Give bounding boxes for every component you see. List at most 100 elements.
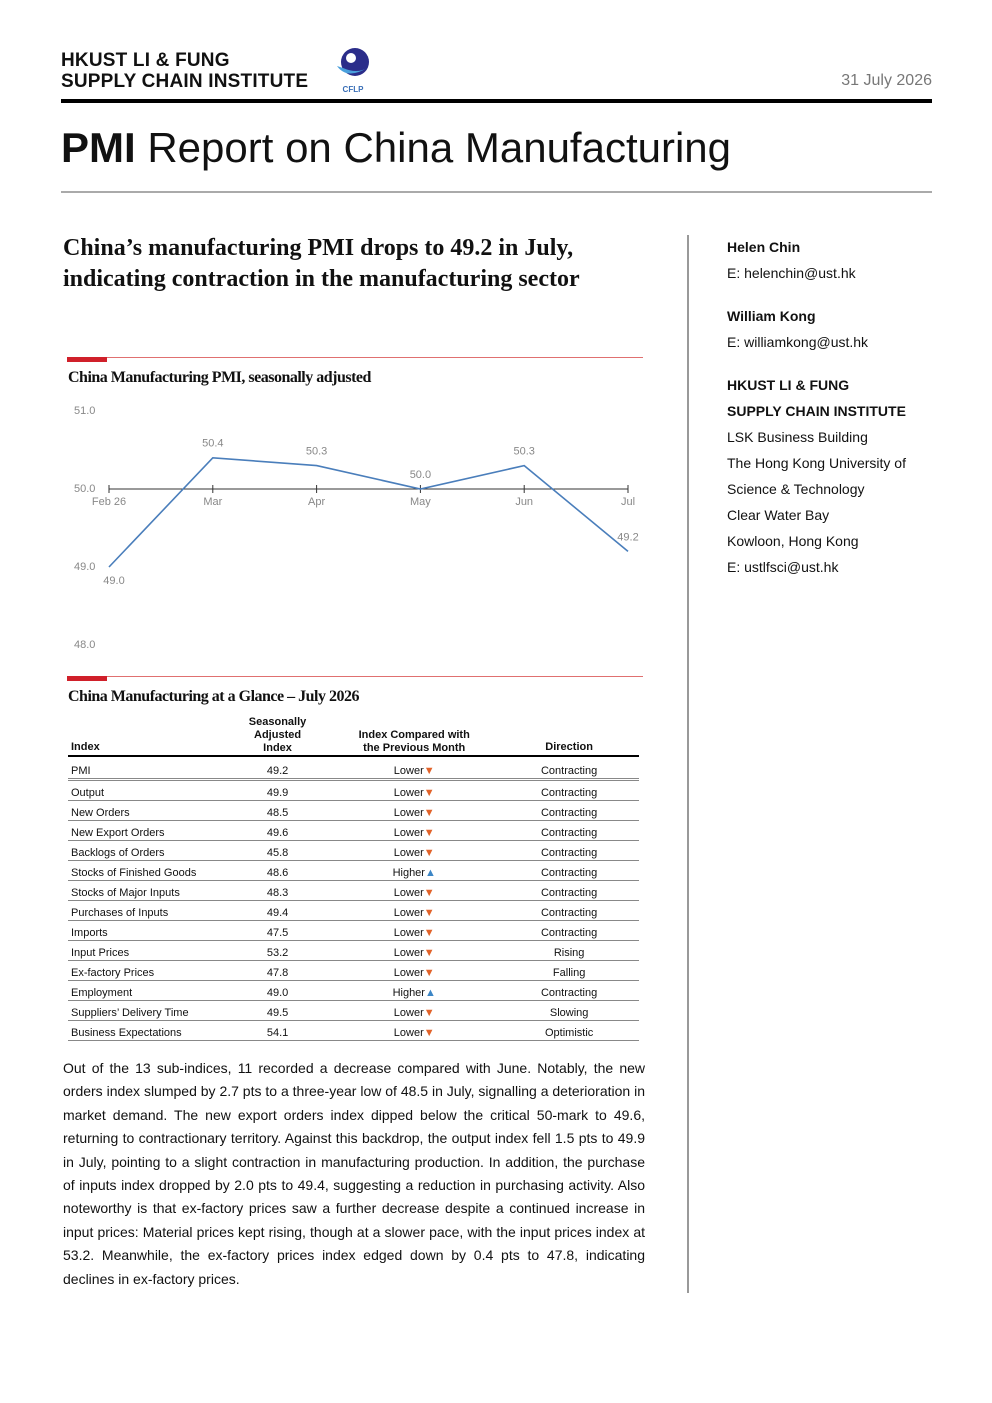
- divider: [687, 235, 689, 1293]
- direction: Slowing: [499, 1000, 639, 1021]
- direction: Contracting: [499, 779, 639, 801]
- table-row: Backlogs of Orders 45.8 Lower▼ Contracting: [68, 840, 639, 861]
- change: Lower: [393, 967, 424, 979]
- index-name: Stocks of Finished Goods: [68, 860, 226, 881]
- section-bar: [67, 357, 107, 362]
- author-email: E: helenchin@ust.hk: [727, 265, 856, 281]
- arrow: ▼: [423, 1027, 435, 1039]
- table-row: Employment 49.0 Higher▲ Contracting: [68, 980, 639, 1001]
- data-label: 50.3: [513, 446, 534, 458]
- column-header: Index Compared with the Previous Month: [329, 716, 500, 757]
- table-row: New Orders 48.5 Lower▼ Contracting: [68, 800, 639, 821]
- title-text: Report on China Manufacturing: [147, 124, 732, 171]
- direction: Contracting: [499, 800, 639, 821]
- column-header: Seasonally Adjusted Index: [225, 716, 330, 757]
- org-line: HKUST LI & FUNG: [61, 50, 230, 71]
- change-cell: Lower▼: [329, 1020, 500, 1041]
- change: Lower: [393, 787, 424, 799]
- change-cell: Lower▼: [329, 840, 500, 861]
- index-value: 49.4: [225, 900, 330, 921]
- org-name: HKUST LI & FUNG SUPPLY CHAIN INSTITUTE: [61, 50, 308, 92]
- table-row: Suppliers’ Delivery Time 49.5 Lower▼ Slowin…: [68, 1000, 639, 1021]
- index-name: Business Expectations: [68, 1020, 226, 1041]
- data-label: 49.0: [103, 575, 124, 587]
- change: Lower: [393, 765, 424, 777]
- x-tick-label: May: [410, 496, 431, 508]
- arrow: ▼: [423, 827, 435, 839]
- arrow: ▲: [424, 867, 436, 879]
- change-cell: Higher▲: [329, 860, 500, 881]
- index-name: Ex-factory Prices: [68, 960, 226, 981]
- table-row: Purchases of Inputs 49.4 Lower▼ Contracting: [68, 900, 639, 921]
- change: Lower: [393, 927, 424, 939]
- direction: Contracting: [499, 820, 639, 841]
- rule: [61, 99, 932, 103]
- index-value: 49.5: [225, 1000, 330, 1021]
- index-value: 49.2: [225, 756, 330, 781]
- x-tick-label: Jul: [621, 496, 635, 508]
- arrow: ▼: [423, 765, 435, 777]
- index-name: PMI: [68, 756, 226, 781]
- index-name: Stocks of Major Inputs: [68, 880, 226, 901]
- direction: Contracting: [499, 880, 639, 901]
- date: 31 July 2026: [841, 72, 932, 89]
- direction: Optimistic: [499, 1020, 639, 1041]
- change: Lower: [393, 827, 424, 839]
- change: Higher: [392, 867, 425, 879]
- data-label: 49.2: [617, 531, 638, 543]
- index-name: Output: [68, 779, 226, 801]
- arrow: ▼: [423, 1007, 435, 1019]
- index-value: 54.1: [225, 1020, 330, 1041]
- headline: China’s manufacturing PMI drops to 49.2 …: [63, 235, 580, 292]
- table-row: Imports 47.5 Lower▼ Contracting: [68, 920, 639, 941]
- change-cell: Lower▼: [329, 960, 500, 981]
- x-tick-label: Mar: [203, 496, 222, 508]
- y-tick-label: 50.0: [74, 483, 95, 495]
- change: Higher: [392, 987, 425, 999]
- table-row: PMI 49.2 Lower▼ Contracting: [68, 756, 639, 781]
- table-row: Ex-factory Prices 47.8 Lower▼ Falling: [68, 960, 639, 981]
- institute-address: Kowloon, Hong Kong: [727, 533, 859, 549]
- chart-title: China Manufacturing PMI, seasonally adju…: [68, 369, 371, 386]
- institute-address: LSK Business Building: [727, 429, 868, 445]
- institute-name: SUPPLY CHAIN INSTITUTE: [727, 403, 906, 419]
- direction: Contracting: [499, 860, 639, 881]
- glance-table: Index Seasonally Adjusted Index Index Comp…: [68, 716, 639, 1041]
- section-bar: [67, 676, 107, 681]
- section-rule: [67, 357, 643, 358]
- institute-address: Clear Water Bay: [727, 507, 830, 523]
- change: Lower: [393, 1007, 424, 1019]
- index-value: 47.8: [225, 960, 330, 981]
- y-tick-label: 48.0: [74, 639, 95, 651]
- table-row: New Export Orders 49.6 Lower▼ Contracting: [68, 820, 639, 841]
- direction: Contracting: [499, 900, 639, 921]
- table-row: Output 49.9 Lower▼ Contracting: [68, 779, 639, 801]
- table-row: Business Expectations 54.1 Lower▼ Optimisti…: [68, 1020, 639, 1041]
- org-line: SUPPLY CHAIN INSTITUTE: [61, 71, 309, 92]
- index-value: 45.8: [225, 840, 330, 861]
- data-label: 50.4: [202, 438, 223, 450]
- index-name: Purchases of Inputs: [68, 900, 226, 921]
- data-label: 50.0: [410, 469, 431, 481]
- change-cell: Lower▼: [329, 1000, 500, 1021]
- header-row: Index Seasonally Adjusted Index Index Comp…: [68, 716, 639, 757]
- y-tick-label: 49.0: [74, 561, 95, 573]
- author-name: Helen Chin: [727, 239, 801, 255]
- change-cell: Lower▼: [329, 920, 500, 941]
- arrow: ▼: [423, 927, 435, 939]
- column-header: Direction: [499, 716, 639, 757]
- index-name: New Export Orders: [68, 820, 226, 841]
- change: Lower: [393, 847, 424, 859]
- table-title: China Manufacturing at a Glance – July 2…: [68, 688, 359, 705]
- change-cell: Lower▼: [329, 820, 500, 841]
- direction: Contracting: [499, 980, 639, 1001]
- institute-address: Science & Technology: [727, 481, 865, 497]
- institute-address: The Hong Kong University of: [727, 455, 906, 471]
- index-name: Backlogs of Orders: [68, 840, 226, 861]
- table-body: PMI 49.2 Lower▼ Contracting Output 49.9 Lower▼…: [68, 756, 639, 1041]
- index-name: Imports: [68, 920, 226, 941]
- author-email: E: williamkong@ust.hk: [727, 334, 869, 350]
- index-name: Suppliers’ Delivery Time: [68, 1000, 226, 1021]
- x-tick-label: Jun: [515, 496, 533, 508]
